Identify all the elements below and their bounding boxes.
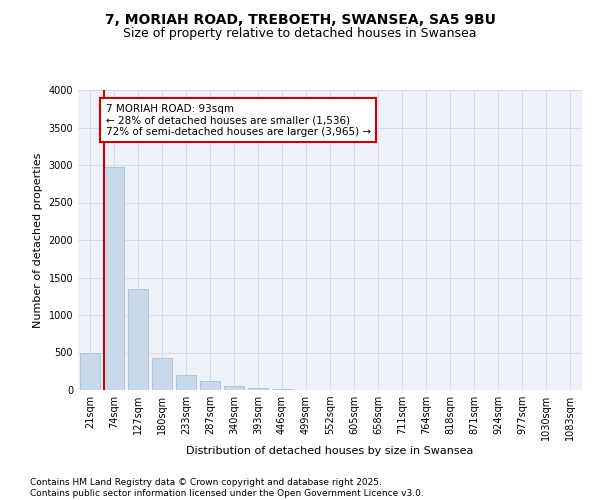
Text: 7, MORIAH ROAD, TREBOETH, SWANSEA, SA5 9BU: 7, MORIAH ROAD, TREBOETH, SWANSEA, SA5 9… [104,12,496,26]
Bar [272,389,292,390]
Text: Size of property relative to detached houses in Swansea: Size of property relative to detached ho… [123,28,477,40]
Bar [128,289,148,390]
Text: Contains HM Land Registry data © Crown copyright and database right 2025.
Contai: Contains HM Land Registry data © Crown c… [30,478,424,498]
Bar [80,352,100,390]
Bar [200,381,220,390]
Text: 7 MORIAH ROAD: 93sqm
← 28% of detached houses are smaller (1,536)
72% of semi-de: 7 MORIAH ROAD: 93sqm ← 28% of detached h… [106,104,371,136]
Y-axis label: Number of detached properties: Number of detached properties [33,152,43,328]
X-axis label: Distribution of detached houses by size in Swansea: Distribution of detached houses by size … [187,446,473,456]
Bar [248,388,268,390]
Bar [104,166,124,390]
Bar [176,376,196,390]
Bar [224,386,244,390]
Bar [152,358,172,390]
